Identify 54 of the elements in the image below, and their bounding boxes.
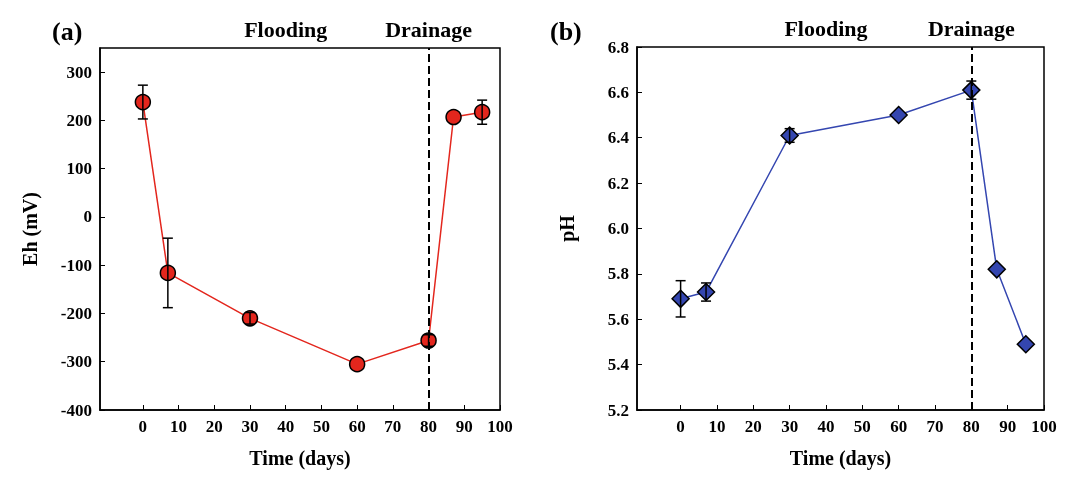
- x-tick-label: 60: [348, 417, 366, 436]
- y-tick-label: -200: [60, 303, 92, 323]
- y-tick-label: 5.2: [607, 400, 629, 420]
- y-tick-label: 6.4: [607, 128, 630, 148]
- y-tick-label: 0: [83, 207, 92, 227]
- x-tick-label: 10: [170, 417, 188, 436]
- x-tick-label: 30: [781, 417, 799, 436]
- chart-title: (a): [52, 16, 83, 46]
- y-tick-label: -100: [60, 255, 92, 275]
- x-tick-label: 50: [853, 417, 871, 436]
- y-tick-label: -300: [60, 352, 92, 372]
- x-axis-title: Time (days): [249, 447, 351, 470]
- x-tick-label: 0: [676, 417, 685, 436]
- x-tick-label: 80: [962, 417, 980, 436]
- y-tick-label: 6.6: [607, 82, 629, 102]
- ref-line-label: Drainage: [385, 16, 473, 42]
- x-tick-label: 70: [926, 417, 944, 436]
- y-tick-label: 6.2: [607, 173, 629, 193]
- x-tick-label: 60: [890, 417, 908, 436]
- x-tick-label: 20: [744, 417, 762, 436]
- y-tick-label: 300: [66, 62, 92, 82]
- x-tick-label: 50: [312, 417, 330, 436]
- chart-title: (b): [550, 16, 582, 46]
- x-tick-label: 20: [205, 417, 223, 436]
- y-tick-label: -400: [60, 400, 92, 420]
- x-tick-label: 0: [138, 417, 148, 436]
- y-tick-label: 5.8: [607, 264, 629, 284]
- x-tick-label: 70: [384, 417, 402, 436]
- point: [1016, 334, 1036, 354]
- y-tick-label: 5.6: [607, 309, 629, 329]
- x-tick-label: 30: [241, 417, 259, 436]
- y-tick-label: 100: [66, 159, 92, 179]
- ref-line-label: Drainage: [927, 15, 1015, 41]
- x-tick-label: 100: [487, 417, 513, 436]
- x-tick-label: 90: [455, 417, 473, 436]
- point: [987, 260, 1007, 279]
- y-tick-label: 200: [66, 110, 92, 130]
- x-tick-label: 40: [277, 417, 295, 436]
- y-axis-title: pH: [556, 214, 579, 242]
- y-tick-label: 6.8: [607, 37, 629, 57]
- x-tick-label: 80: [420, 417, 438, 436]
- x-tick-label: 100: [1031, 417, 1057, 436]
- y-tick-label: 6.0: [607, 219, 629, 238]
- y-axis-title: Eh (mV): [19, 192, 42, 266]
- point: [889, 105, 908, 125]
- x-axis-title: Time (days): [789, 447, 892, 470]
- text: Flooding: [244, 16, 328, 42]
- y-tick-label: 5.4: [607, 355, 630, 375]
- x-tick-label: 10: [708, 417, 726, 436]
- point: [348, 355, 366, 373]
- point: [445, 108, 462, 126]
- x-tick-label: 90: [999, 417, 1017, 436]
- x-tick-label: 40: [817, 417, 835, 436]
- text: Flooding: [784, 15, 868, 41]
